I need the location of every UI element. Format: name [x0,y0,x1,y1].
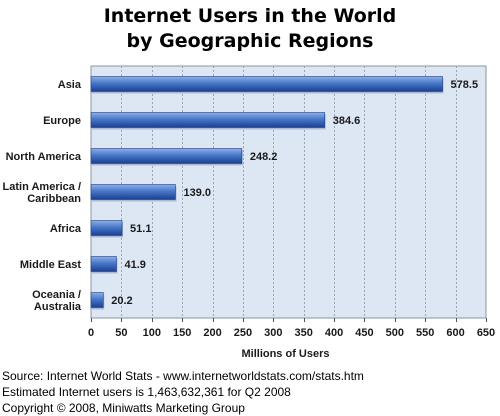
bar [90,76,443,92]
chart-title-line-2: by Geographic Regions [127,30,374,52]
x-tick-label: 50 [115,327,127,339]
x-tick-label: 200 [203,327,221,339]
x-tick-label: 150 [173,327,191,339]
x-tick-label: 450 [355,327,373,339]
x-tick-label: 300 [264,327,282,339]
category-label: Europe [43,115,81,127]
estimate-note: Estimated Internet users is 1,463,632,36… [2,385,291,399]
bar [90,112,326,128]
x-tick-label: 600 [446,327,464,339]
x-tick-label: 250 [234,327,252,339]
category-label: North America [6,151,82,163]
bar [90,292,104,308]
value-label: 139.0 [183,187,211,199]
value-label: 384.6 [333,115,361,127]
value-label: 51.1 [130,223,151,235]
value-label: 20.2 [111,295,132,307]
category-label: Caribbean [27,193,81,205]
value-label: 248.2 [250,151,278,163]
labels: 0 50 100 150 200 250 300 350 400 450 500 550 600 650 5… [3,79,496,339]
category-label: Africa [50,223,82,235]
value-label: 41.9 [124,259,145,271]
category-label: Oceania / [32,289,81,301]
x-axis-label: Millions of Users [241,348,329,360]
copyright-note: Copyright © 2008, Miniwatts Marketing Gr… [2,401,245,415]
category-label: Asia [58,79,82,91]
x-tick-label: 650 [477,327,495,339]
bar [90,220,123,236]
category-label: Middle East [20,259,81,271]
x-tick-label: 550 [416,327,434,339]
category-label: Australia [34,301,82,313]
grid-lines [91,66,487,322]
x-tick-label: 350 [295,327,313,339]
bar [90,184,176,200]
category-label: Latin America / [3,181,81,193]
bar [90,256,117,272]
bar [90,148,243,164]
value-label: 578.5 [451,79,479,91]
chart-title-line-1: Internet Users in the World [104,5,397,27]
source-note: Source: Internet World Stats - www.inter… [2,369,364,383]
bars [90,76,444,310]
x-tick-label: 500 [386,327,404,339]
x-tick-label: 100 [143,327,161,339]
x-tick-label: 0 [88,327,94,339]
x-tick-label: 400 [325,327,343,339]
